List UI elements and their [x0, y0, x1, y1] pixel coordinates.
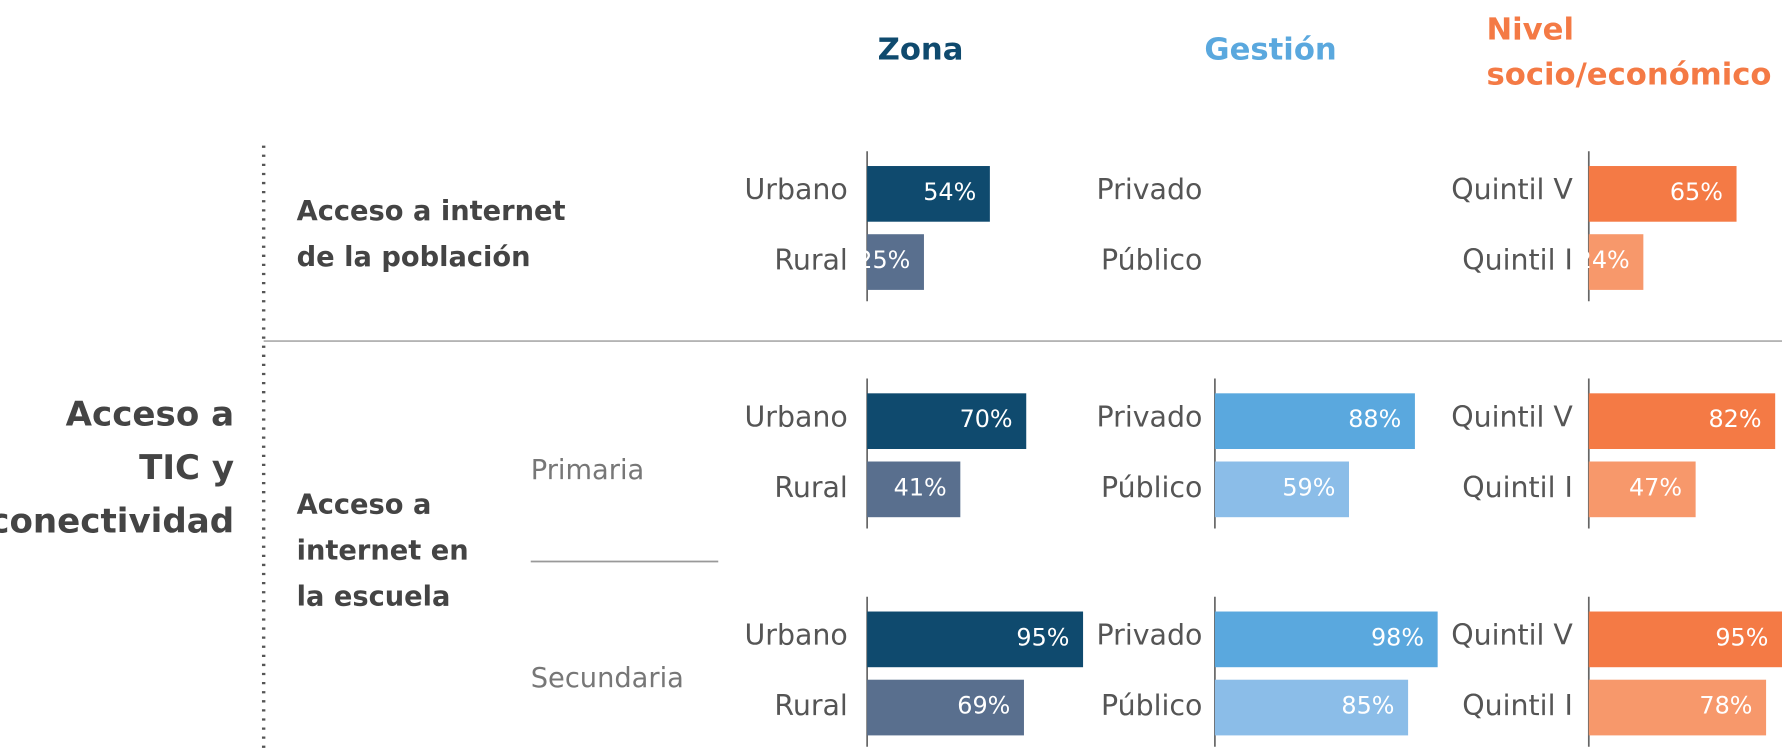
value-label: 24%	[1577, 246, 1630, 274]
bar	[1214, 461, 1350, 518]
category-label: Urbano	[745, 619, 848, 652]
bar	[867, 611, 1084, 668]
bar	[1214, 393, 1415, 450]
value-label: 59%	[1282, 473, 1335, 501]
value-label: 98%	[1371, 623, 1424, 651]
value-label: 54%	[923, 178, 976, 206]
value-label: 41%	[894, 473, 947, 501]
sub-label: Primaria	[531, 455, 645, 486]
category-label: Quintil I	[1462, 689, 1573, 722]
bar	[1588, 461, 1696, 518]
bar	[1214, 679, 1409, 736]
value-label: 70%	[960, 405, 1013, 433]
bar	[1588, 611, 1782, 668]
category-label: Urbano	[745, 173, 848, 206]
category-label: Rural	[774, 689, 847, 722]
value-label: 65%	[1670, 178, 1723, 206]
category-label: Público	[1101, 471, 1202, 504]
group-header: Zona	[878, 33, 964, 68]
main-label: Acceso a	[66, 395, 234, 435]
bar	[1588, 679, 1767, 736]
row-label: internet en	[297, 535, 469, 566]
value-label: 95%	[1016, 623, 1069, 651]
bar	[1588, 234, 1644, 290]
bar	[1214, 611, 1438, 668]
group-header: Nivel	[1487, 12, 1575, 47]
row-label: Acceso a internet	[297, 196, 566, 227]
bar	[867, 234, 924, 290]
category-label: Urbano	[745, 400, 848, 433]
main-label: conectividad	[0, 501, 234, 541]
row-label: Acceso a	[297, 489, 432, 520]
main-label: TIC y	[139, 448, 234, 488]
category-label: Privado	[1097, 173, 1203, 206]
bar	[1588, 166, 1737, 222]
value-label: 25%	[857, 246, 910, 274]
bar	[867, 461, 961, 518]
category-label: Quintil V	[1451, 173, 1573, 206]
category-label: Público	[1101, 689, 1202, 722]
category-label: Rural	[774, 243, 847, 276]
bar	[867, 166, 990, 222]
category-label: Privado	[1097, 400, 1203, 433]
value-label: 95%	[1715, 623, 1768, 651]
group-header: socio/económico	[1487, 58, 1772, 93]
category-label: Rural	[774, 471, 847, 504]
category-label: Quintil V	[1451, 619, 1573, 652]
sub-label: Secundaria	[531, 663, 684, 694]
group-header: Gestión	[1204, 33, 1336, 68]
value-label: 88%	[1348, 405, 1401, 433]
category-label: Privado	[1097, 619, 1203, 652]
row-label: la escuela	[297, 581, 451, 612]
bar	[867, 393, 1027, 450]
bar	[1588, 393, 1776, 450]
bar	[867, 679, 1024, 736]
category-label: Público	[1101, 243, 1202, 276]
value-label: 78%	[1699, 691, 1752, 719]
value-label: 85%	[1341, 691, 1394, 719]
value-label: 47%	[1629, 473, 1682, 501]
category-label: Quintil I	[1462, 243, 1573, 276]
value-label: 82%	[1709, 405, 1762, 433]
row-label: de la población	[297, 242, 531, 273]
category-label: Quintil I	[1462, 471, 1573, 504]
category-label: Quintil V	[1451, 400, 1573, 433]
value-label: 69%	[957, 691, 1010, 719]
